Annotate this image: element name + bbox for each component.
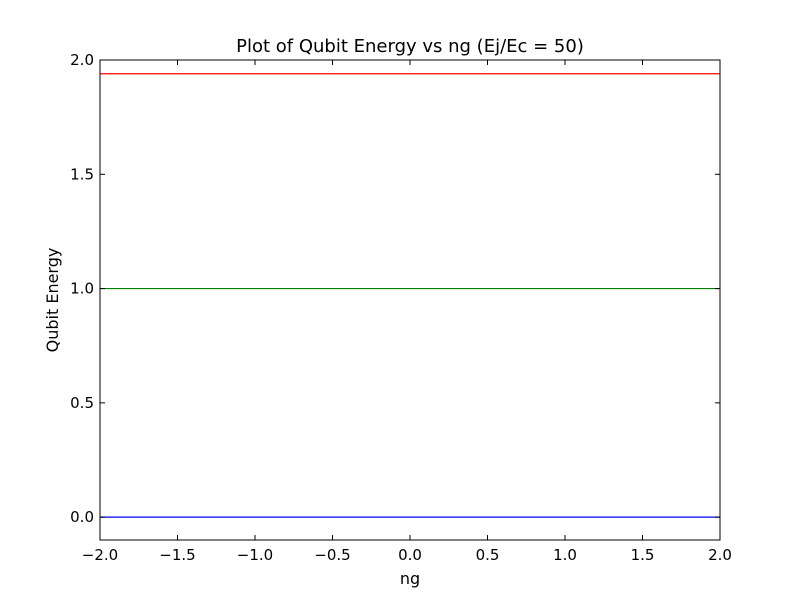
x-tick-label: 1.5 (631, 546, 655, 564)
y-tick-label: 0.5 (70, 394, 94, 412)
x-tick-label: −1.0 (237, 546, 273, 564)
x-tick-label: −0.5 (314, 546, 350, 564)
x-tick-label: 1.0 (553, 546, 577, 564)
x-tick-label: 0.0 (398, 546, 422, 564)
x-tick-label: 0.5 (476, 546, 500, 564)
y-axis-label: Qubit Energy (43, 248, 62, 353)
y-tick-label: 1.5 (70, 165, 94, 183)
x-tick-label: −1.5 (159, 546, 195, 564)
x-tick-label: −2.0 (82, 546, 118, 564)
x-tick-label: 2.0 (708, 546, 732, 564)
ticks-layer: −2.0 −1.5 −1.0 −0.5 0.0 0.5 1.0 1.5 2.0 0.0 0.5 1.0… (70, 51, 732, 564)
y-tick-label: 2.0 (70, 51, 94, 69)
chart-title: Plot of Qubit Energy vs ng (Ej/Ec = 50) (236, 36, 584, 57)
plot-layer (100, 73, 720, 518)
y-tick-label: 1.0 (70, 280, 94, 298)
x-axis-label: ng (400, 569, 420, 588)
y-tick-label: 0.0 (70, 508, 94, 526)
